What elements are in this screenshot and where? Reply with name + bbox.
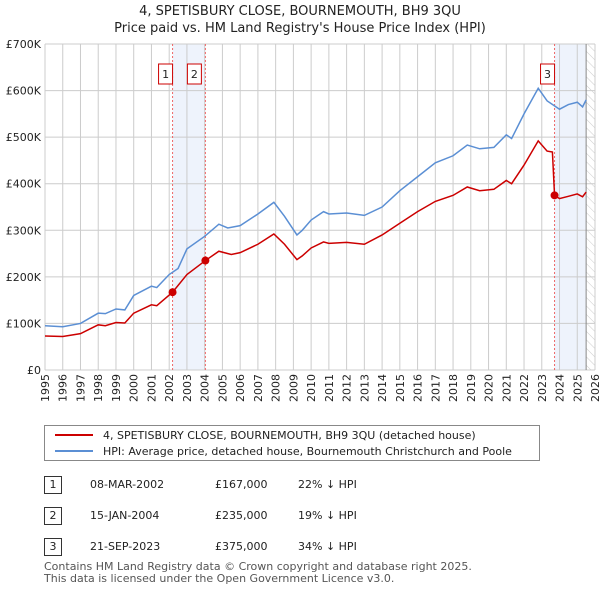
x-tick-label: 2022 [518,374,531,402]
shaded-range [172,44,206,370]
legend: 4, SPETISBURY CLOSE, BOURNEMOUTH, BH9 3Q… [44,425,540,461]
price-chart: 1995 1996 1997 1998 1999 2000 2001 2002 2003 2004… [6,38,600,402]
y-tick-label: £0 [27,364,41,377]
sale-price: £167,000 [215,478,268,491]
sale-point [201,256,210,265]
x-tick-label: 2023 [536,374,549,402]
x-tick-label: 2013 [358,374,371,402]
x-tick-label: 2012 [341,374,354,402]
x-tick-label: 2014 [376,374,389,402]
legend-item-property: 4, SPETISBURY CLOSE, BOURNEMOUTH, BH9 3Q… [55,427,476,443]
x-tick-label: 2002 [163,374,176,402]
x-tick-label: 2007 [252,374,265,402]
sale-date: 08-MAR-2002 [90,478,165,491]
forecast-hatch [586,44,595,370]
sale-date: 15-JAN-2004 [90,509,160,522]
sale-row: 1 08-MAR-2002 £167,000 22% ↓ HPI [44,476,584,494]
x-tick-label: 2003 [181,374,194,402]
chart-subtitle: Price paid vs. HM Land Registry's House … [114,21,486,36]
x-tick-label: 2020 [483,374,496,402]
footer-copyright: Contains HM Land Registry data © Crown c… [44,560,472,573]
x-tick-label: 2024 [554,374,567,402]
x-tick-label: 2004 [199,374,212,402]
sale-hpi-diff: 22% ↓ HPI [298,478,357,491]
annotation-label: 2 [191,68,198,81]
sale-date: 21-SEP-2023 [90,540,161,553]
x-tick-label: 2015 [394,374,407,402]
sale-point [550,191,559,200]
annotation-box [186,63,202,85]
x-tick-label: 2021 [500,374,513,402]
annotation-box [158,63,174,85]
y-tick-label: £600K [6,85,42,98]
y-tick-label: £400K [6,178,42,191]
x-tick-label: 2001 [145,374,158,402]
series-line [44,139,587,338]
sale-number: 1 [44,476,62,494]
sale-row: 2 15-JAN-2004 £235,000 19% ↓ HPI [44,507,584,525]
x-tick-label: 2000 [128,374,141,402]
x-tick-label: 2025 [571,374,584,402]
annotation-label: 3 [544,68,551,81]
legend-swatch [55,434,93,436]
legend-label: HPI: Average price, detached house, Bour… [103,444,512,458]
x-tick-label: 2018 [447,374,460,402]
sale-price: £235,000 [215,509,268,522]
series-line [44,86,587,328]
annotation-label: 1 [162,68,169,81]
x-tick-label: 2016 [412,374,425,402]
sale-hpi-diff: 34% ↓ HPI [298,540,357,553]
x-tick-label: 2010 [305,374,318,402]
sale-row: 3 21-SEP-2023 £375,000 34% ↓ HPI [44,538,584,556]
x-tick-label: 2009 [287,374,300,402]
y-tick-label: £300K [6,224,42,237]
y-tick-label: £100K [6,317,42,330]
legend-swatch [55,450,93,452]
sale-number: 2 [44,507,62,525]
legend-item-hpi: HPI: Average price, detached house, Bour… [55,443,512,459]
sale-hpi-diff: 19% ↓ HPI [298,509,357,522]
x-tick-label: 2017 [429,374,442,402]
y-tick-label: £500K [6,131,42,144]
x-tick-label: 2019 [465,374,478,402]
sale-price: £375,000 [215,540,268,553]
y-tick-label: £700K [6,38,42,51]
x-tick-label: 2006 [234,374,247,402]
x-tick-label: 1995 [39,374,52,402]
x-tick-label: 2008 [270,374,283,402]
annotation-box [540,63,556,85]
x-tick-label: 2005 [216,374,229,402]
legend-label: 4, SPETISBURY CLOSE, BOURNEMOUTH, BH9 3Q… [103,428,476,442]
x-tick-label: 1999 [110,374,123,402]
sale-number: 3 [44,538,62,556]
x-tick-label: 1996 [57,374,70,402]
x-tick-label: 2026 [589,374,600,402]
x-tick-label: 1998 [92,374,105,402]
chart-title: 4, SPETISBURY CLOSE, BOURNEMOUTH, BH9 3Q… [139,4,461,19]
x-tick-label: 2011 [323,374,336,402]
footer-licence: This data is licensed under the Open Gov… [44,572,395,585]
y-tick-label: £200K [6,271,42,284]
sale-point [168,288,177,297]
x-tick-label: 1997 [74,374,87,402]
